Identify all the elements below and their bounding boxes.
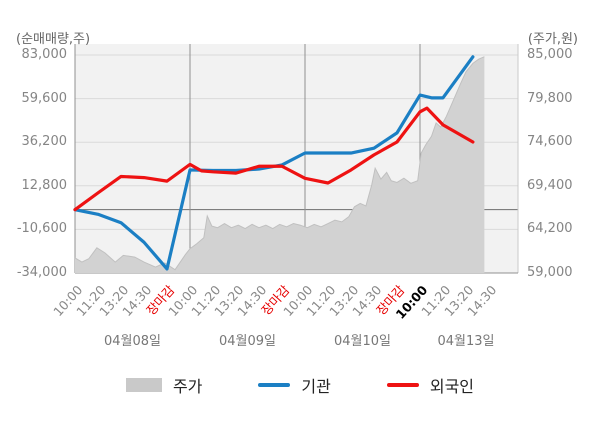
left-axis-tick: -10,600 [16,221,67,237]
right-axis-tick: 69,400 [527,177,573,193]
x-axis-date: 04월13일 [437,334,495,349]
legend-label-institution: 기관 [301,377,331,396]
legend-label-foreigner: 외국인 [429,377,475,396]
x-axis-date: 04월09일 [218,334,276,349]
x-axis-date: 04월08일 [103,334,161,349]
left-axis-tick: 12,800 [21,177,68,193]
legend-label-price: 주가 [172,377,203,396]
right-axis-tick: 59,000 [527,265,573,280]
left-axis-title: (순매매량,주) [16,32,91,47]
left-axis-tick: 59,600 [21,90,68,106]
left-axis-tick: -34,000 [16,265,67,280]
right-axis-tick: 79,800 [527,90,573,106]
x-axis-date: 04월10일 [333,334,391,349]
foreigner-line-swatch [386,383,419,387]
left-axis-tick: 36,200 [21,134,68,150]
right-axis-tick: 64,200 [527,221,573,237]
institution-line-swatch [258,383,291,387]
left-axis-tick: 83,000 [21,47,68,62]
right-axis-tick: 85,000 [527,47,573,62]
legend-item-price: 주가 [125,373,203,397]
right-axis-tick: 74,600 [527,134,573,150]
legend-item-foreigner: 외국인 [386,373,475,397]
legend-item-institution: 기관 [258,373,331,397]
legend: 주가 기관 외국인 [0,370,600,400]
right-axis-title: (주가,원) [527,32,578,47]
price-area-swatch [125,378,162,392]
